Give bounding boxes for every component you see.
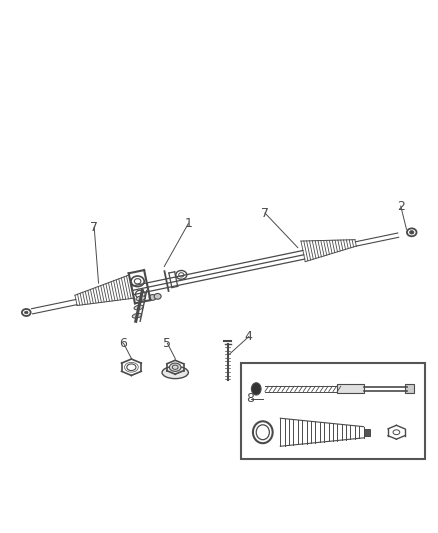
Text: 6: 6 <box>120 337 127 350</box>
Text: 2: 2 <box>397 199 405 213</box>
Text: 7: 7 <box>90 221 98 233</box>
Ellipse shape <box>170 363 181 372</box>
Text: 8: 8 <box>247 392 254 405</box>
Ellipse shape <box>162 366 188 378</box>
Bar <box>337 384 364 393</box>
Bar <box>364 429 370 436</box>
Bar <box>405 384 414 393</box>
Ellipse shape <box>136 296 145 301</box>
Ellipse shape <box>149 295 156 300</box>
Text: 7: 7 <box>261 207 269 220</box>
Text: 1: 1 <box>184 217 192 230</box>
Ellipse shape <box>251 383 261 395</box>
Bar <box>241 363 425 459</box>
Ellipse shape <box>132 313 142 318</box>
Ellipse shape <box>410 231 414 234</box>
Ellipse shape <box>134 305 144 310</box>
Text: 4: 4 <box>245 330 253 343</box>
Text: 5: 5 <box>163 337 171 350</box>
Ellipse shape <box>25 311 28 314</box>
Ellipse shape <box>154 294 161 299</box>
